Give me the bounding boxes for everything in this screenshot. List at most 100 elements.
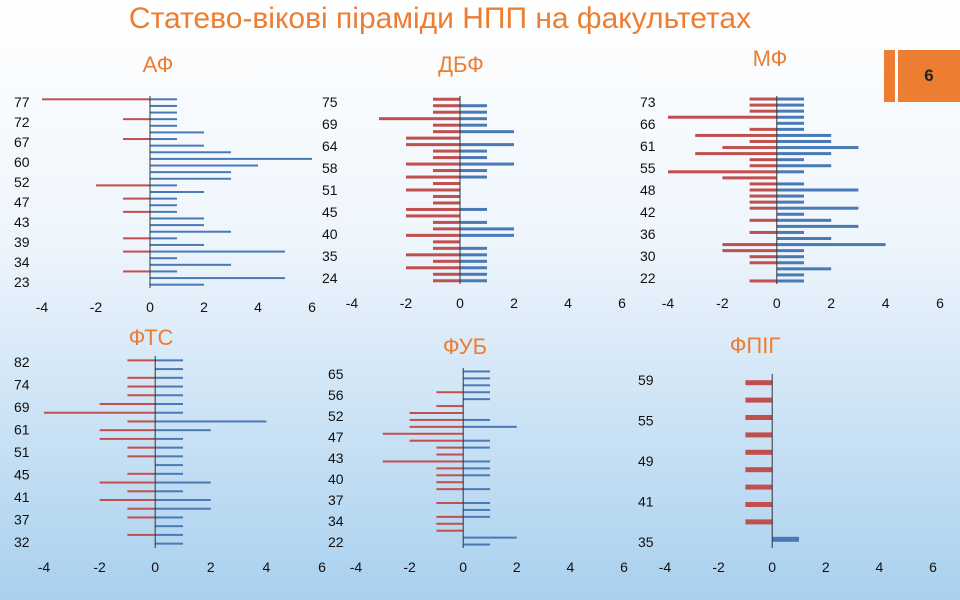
bar-female (433, 272, 460, 276)
y-tick-label: 41 (14, 489, 30, 505)
bar-male (150, 157, 312, 160)
bar-male (460, 130, 514, 134)
bar-female (433, 220, 460, 224)
bar-female (749, 97, 777, 101)
bar-female (406, 214, 460, 218)
y-tick-label: 47 (14, 194, 30, 210)
bar-male (776, 230, 804, 234)
bar-female (123, 197, 150, 200)
bar-female (749, 103, 777, 107)
x-tick-label: -4 (659, 559, 672, 575)
bar-female (42, 98, 150, 101)
bar-female (433, 227, 460, 231)
x-tick-label: -2 (93, 559, 106, 575)
x-tick-label: 0 (456, 295, 464, 311)
bar-female (749, 255, 777, 259)
x-tick-label: -2 (90, 299, 103, 315)
bar-female (406, 162, 460, 166)
y-tick-label: 43 (14, 214, 30, 230)
bar-female (127, 376, 156, 379)
bar-female (99, 429, 156, 432)
bar-male (150, 204, 177, 207)
bar-male (150, 263, 231, 266)
y-tick-label: 47 (328, 429, 344, 445)
bar-male (155, 376, 183, 379)
y-tick-label: 22 (640, 270, 656, 286)
y-tick-label: 34 (328, 513, 344, 529)
bar-female (749, 218, 777, 222)
bar-male (150, 210, 177, 213)
bar-male (460, 162, 514, 166)
bar-male (460, 227, 514, 231)
bar-female (127, 446, 156, 449)
y-tick-label: 72 (14, 114, 30, 130)
bar-female (749, 109, 777, 113)
bar-female (436, 488, 464, 491)
bar-male (463, 398, 490, 401)
y-tick-label: 40 (322, 226, 338, 242)
bar-female (127, 507, 156, 510)
bar-male (150, 184, 177, 187)
bar-male (150, 131, 204, 134)
bar-female (406, 175, 460, 179)
y-tick-label: 73 (640, 94, 656, 110)
x-tick-label: 6 (318, 559, 326, 575)
bar-female (433, 149, 460, 153)
pyramid-title: МФ (753, 46, 788, 71)
y-tick-label: 48 (640, 182, 656, 198)
bar-female (127, 385, 156, 388)
y-tick-label: 59 (638, 372, 654, 388)
bar-male (776, 164, 832, 168)
bar-male (150, 277, 285, 280)
bar-male (772, 536, 799, 542)
x-tick-label: 4 (254, 299, 262, 315)
bar-female (749, 188, 777, 192)
bar-female (745, 415, 773, 420)
bar-male (776, 237, 832, 241)
bar-female (745, 432, 773, 438)
bar-male (150, 118, 177, 121)
y-tick-label: 42 (640, 204, 656, 220)
bar-male (460, 220, 487, 224)
y-tick-label: 69 (14, 399, 30, 415)
bar-male (460, 123, 487, 127)
bar-male (463, 467, 490, 470)
bar-male (463, 474, 490, 477)
x-tick-label: 2 (822, 559, 830, 575)
bar-male (776, 127, 804, 131)
x-tick-label: 0 (768, 559, 776, 575)
bar-female (382, 460, 464, 463)
bar-male (776, 146, 859, 150)
x-tick-label: 4 (882, 295, 890, 311)
bar-male (150, 283, 204, 286)
bar-female (433, 169, 460, 173)
bar-female (436, 474, 464, 477)
bar-female (127, 490, 156, 493)
bar-female (123, 210, 150, 213)
bar-female (749, 139, 777, 143)
bar-female (722, 243, 777, 247)
bar-female (409, 412, 464, 414)
bar-male (463, 439, 490, 442)
bar-male (463, 446, 490, 449)
y-tick-label: 66 (640, 116, 656, 132)
bar-female (745, 397, 773, 403)
x-tick-label: 2 (200, 299, 208, 315)
bar-female (127, 455, 156, 458)
x-tick-label: 6 (936, 295, 944, 311)
bar-male (776, 273, 804, 277)
bar-male (460, 272, 487, 276)
bar-male (155, 437, 183, 440)
bar-female (433, 201, 460, 205)
bar-male (155, 385, 183, 388)
x-tick-label: -4 (662, 295, 675, 311)
bar-male (460, 266, 487, 270)
y-tick-label: 60 (14, 154, 30, 170)
bar-male (150, 111, 177, 114)
bar-female (44, 411, 156, 414)
y-tick-label: 55 (638, 413, 654, 429)
bar-female (433, 246, 460, 250)
bar-female (382, 432, 464, 435)
bar-male (155, 394, 183, 397)
